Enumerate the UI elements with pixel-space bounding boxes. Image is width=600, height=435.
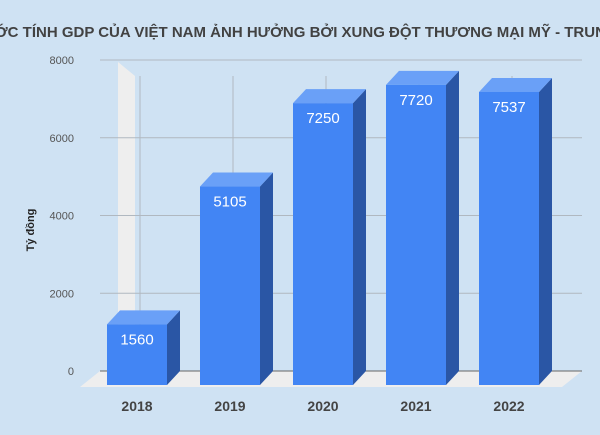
x-tick-label: 2018 [121, 398, 152, 414]
y-tick-label: 0 [68, 366, 74, 378]
bar-front [107, 324, 167, 385]
y-axis-label: Tỷ đồng [25, 209, 37, 252]
bar-side [167, 310, 180, 385]
bar-front [200, 186, 260, 385]
y-tick-label: 6000 [50, 133, 74, 145]
bar-top [479, 77, 552, 92]
bar-2022: 7537 2022 [479, 77, 552, 414]
data-label: 5105 [213, 194, 246, 211]
bar-2018: 1560 2018 [107, 310, 180, 414]
bar-top [200, 172, 273, 187]
y-tick-label: 2000 [50, 288, 74, 300]
x-tick-label: 2021 [400, 398, 431, 414]
bar-side [446, 70, 459, 385]
x-tick-label: 2020 [307, 398, 338, 414]
bar-top [293, 89, 366, 104]
bar-side [260, 172, 273, 385]
data-label: 1560 [120, 331, 153, 348]
bar-2019: 5105 2019 [200, 172, 273, 414]
x-tick-label: 2019 [214, 398, 245, 414]
y-tick-label: 4000 [50, 211, 74, 223]
bar-front [479, 91, 539, 386]
chart-left-wall [118, 62, 135, 385]
data-label: 7720 [399, 92, 432, 109]
bar-side [353, 89, 366, 385]
bar-top [386, 70, 459, 85]
x-tick-label: 2022 [493, 398, 524, 414]
bar-top [107, 310, 180, 325]
bar-front [293, 103, 353, 385]
bar-2020: 7250 2020 [293, 89, 366, 414]
bar-2021: 7720 2021 [386, 70, 459, 414]
bar-side [539, 77, 552, 386]
chart-title: ƯỚC TÍNH GDP CỦA VIỆT NAM ẢNH HƯỞNG BỞI … [0, 23, 600, 41]
data-label: 7250 [306, 110, 339, 127]
y-tick-label: 8000 [50, 55, 74, 67]
bar-front [386, 84, 446, 385]
data-label: 7537 [492, 99, 525, 116]
